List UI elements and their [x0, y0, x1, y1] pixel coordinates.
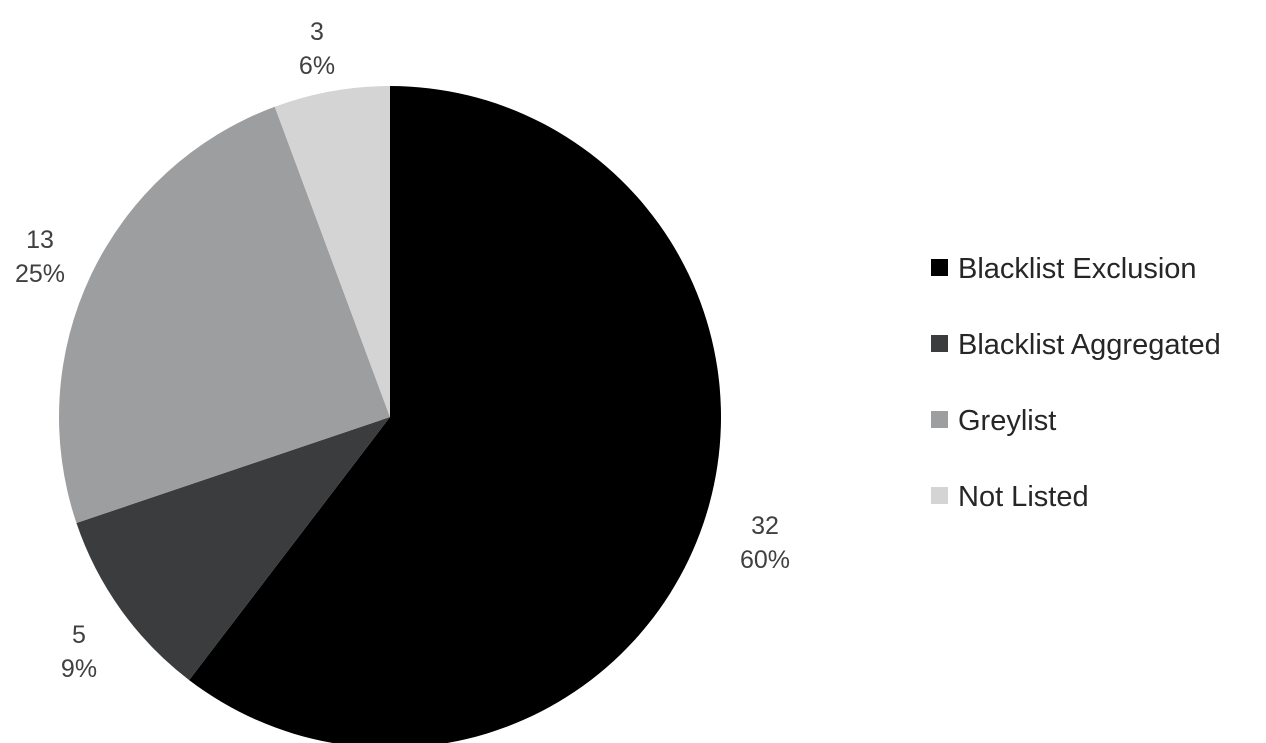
slice-value-label: 5: [72, 621, 86, 649]
slice-value-label: 3: [310, 18, 324, 46]
slice-value-label: 13: [26, 226, 54, 254]
slice-percent-label: 60%: [740, 546, 790, 574]
legend-item-label: Greylist: [958, 405, 1056, 437]
pie-slices: [58, 86, 721, 743]
legend-item-label: Blacklist Aggregated: [958, 329, 1221, 361]
pie-slice-blacklist-aggregated: [76, 417, 391, 681]
pie-slice-blacklist-exclusion: [189, 86, 721, 743]
slice-value-label: 32: [751, 512, 779, 540]
legend-item-label: Not Listed: [958, 481, 1089, 513]
slice-percent-label: 6%: [299, 52, 335, 80]
slice-labels: 32 60% 5 9% 13 25% 3 6%: [15, 18, 790, 683]
legend-item-label: Blacklist Exclusion: [958, 253, 1197, 285]
slice-percent-label: 25%: [15, 260, 65, 288]
legend-swatch: [931, 335, 948, 352]
legend-swatch: [931, 259, 948, 276]
pie-slice-greylist: [58, 106, 390, 524]
pie-slice-not-listed: [274, 86, 390, 417]
legend-swatch: [931, 487, 948, 504]
slice-percent-label: 9%: [61, 655, 97, 683]
legend-swatch: [931, 411, 948, 428]
legend: Blacklist Exclusion Blacklist Aggregated G…: [931, 253, 1221, 513]
